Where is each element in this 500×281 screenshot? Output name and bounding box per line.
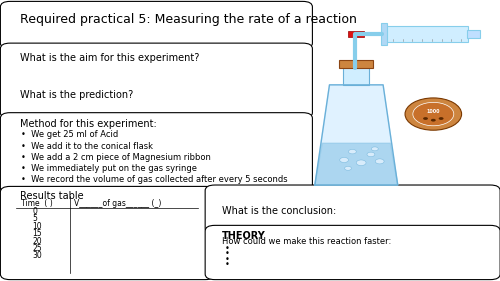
Circle shape xyxy=(423,117,428,120)
FancyBboxPatch shape xyxy=(0,43,312,118)
Text: 20: 20 xyxy=(32,237,42,246)
Text: 10: 10 xyxy=(32,222,42,231)
Text: Time  ( ): Time ( ) xyxy=(22,200,53,209)
Polygon shape xyxy=(315,85,398,185)
Text: How could we make this reaction faster:: How could we make this reaction faster: xyxy=(222,237,392,246)
Circle shape xyxy=(344,166,352,170)
FancyBboxPatch shape xyxy=(205,185,500,234)
Text: 5: 5 xyxy=(32,214,37,223)
Bar xyxy=(468,30,479,38)
Text: What is the conclusion:: What is the conclusion: xyxy=(222,207,336,216)
Bar xyxy=(383,26,468,42)
Circle shape xyxy=(372,147,378,151)
Bar xyxy=(343,67,369,85)
FancyBboxPatch shape xyxy=(205,225,500,280)
Bar xyxy=(380,23,387,45)
Text: •  We record the volume of gas collected after every 5 seconds: • We record the volume of gas collected … xyxy=(21,175,287,184)
Text: Results table: Results table xyxy=(20,191,84,201)
Text: •: • xyxy=(224,249,230,258)
Circle shape xyxy=(348,149,356,154)
Text: •: • xyxy=(224,255,230,264)
Text: 15: 15 xyxy=(32,229,42,238)
Text: 1000: 1000 xyxy=(426,109,440,114)
Text: What is the aim for this experiment?: What is the aim for this experiment? xyxy=(20,53,200,64)
Text: 0: 0 xyxy=(32,207,37,216)
Circle shape xyxy=(438,117,444,120)
Circle shape xyxy=(340,157,348,162)
Text: •  We add a 2 cm piece of Magnesium ribbon: • We add a 2 cm piece of Magnesium ribbo… xyxy=(21,153,210,162)
Text: Required practical 5: Measuring the rate of a reaction: Required practical 5: Measuring the rate… xyxy=(20,13,357,26)
Circle shape xyxy=(431,119,436,122)
Text: •: • xyxy=(224,244,230,253)
Text: THEORY: THEORY xyxy=(222,231,266,241)
Circle shape xyxy=(413,102,454,126)
FancyBboxPatch shape xyxy=(0,113,312,193)
Bar xyxy=(348,31,364,37)
Text: •  We add it to the conical flask: • We add it to the conical flask xyxy=(21,142,153,151)
Circle shape xyxy=(367,152,375,157)
Bar xyxy=(339,60,374,68)
Text: •: • xyxy=(224,260,230,269)
Text: 25: 25 xyxy=(32,244,42,253)
Text: •  We immediately put on the gas syringe: • We immediately put on the gas syringe xyxy=(21,164,197,173)
FancyBboxPatch shape xyxy=(0,1,312,49)
Text: V______of gas______ (_): V______of gas______ (_) xyxy=(74,200,161,209)
Text: 30: 30 xyxy=(32,251,42,260)
Text: Method for this experiment:: Method for this experiment: xyxy=(20,119,156,129)
Circle shape xyxy=(356,160,366,166)
Text: What is the prediction?: What is the prediction? xyxy=(20,90,133,99)
FancyBboxPatch shape xyxy=(0,186,215,280)
Polygon shape xyxy=(315,143,398,185)
Text: •  We get 25 ml of Acid: • We get 25 ml of Acid xyxy=(21,130,118,139)
Circle shape xyxy=(376,159,384,164)
Circle shape xyxy=(405,98,462,130)
